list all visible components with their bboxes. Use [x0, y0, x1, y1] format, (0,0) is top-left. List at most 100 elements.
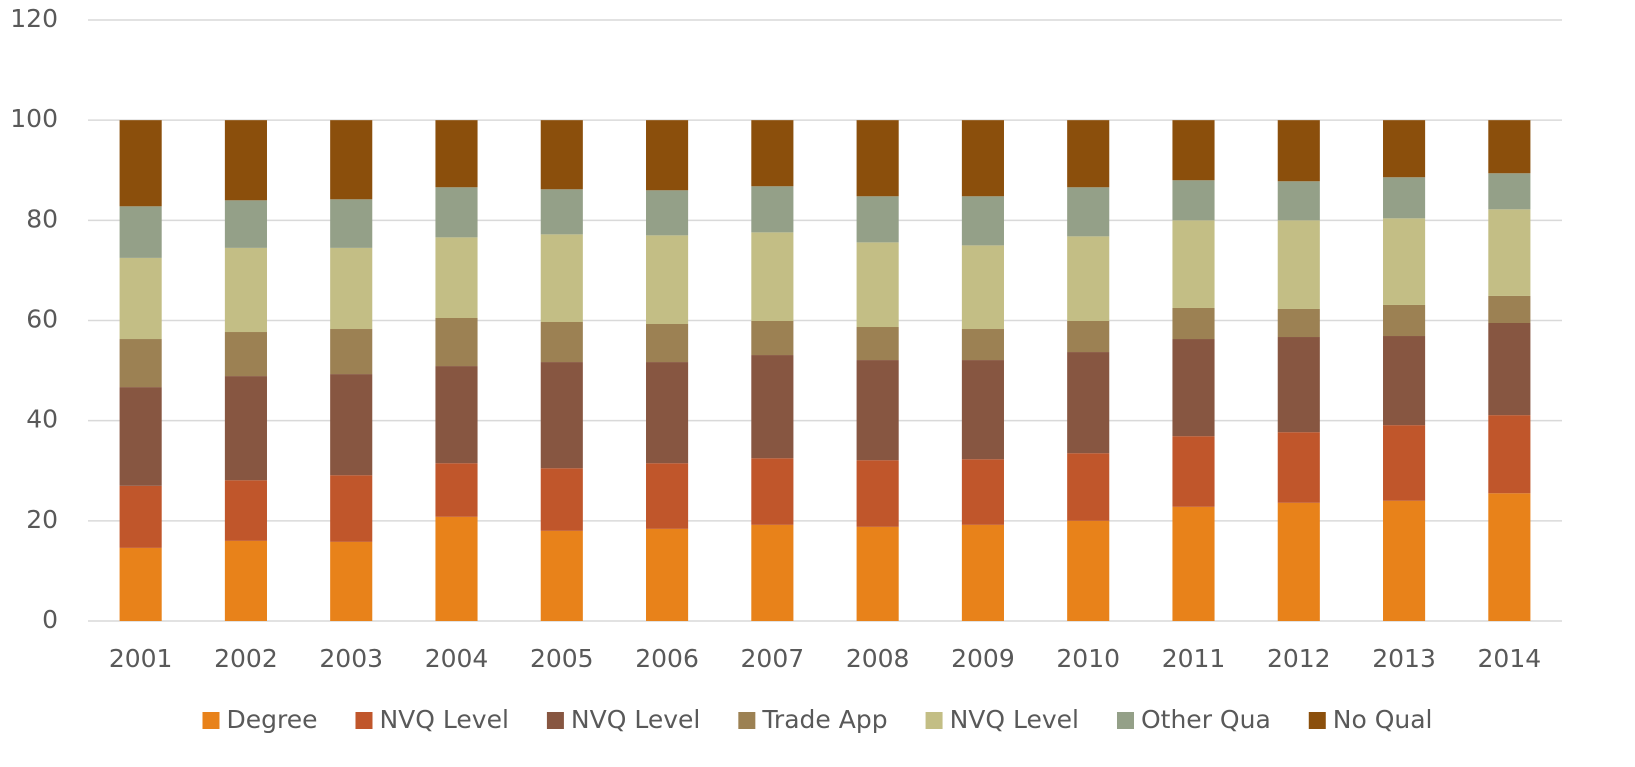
- bar-segment: [1488, 323, 1531, 416]
- bar-segment: [856, 327, 899, 361]
- bar-segment: [961, 524, 1004, 621]
- bar-segment: [1067, 352, 1110, 454]
- bar-segment: [330, 475, 373, 542]
- x-tick-label: 2011: [1162, 644, 1226, 673]
- y-tick-label: 0: [42, 605, 58, 634]
- bar-segment: [1488, 209, 1531, 296]
- y-tick-label: 20: [26, 505, 58, 534]
- bar-segment: [646, 324, 689, 363]
- legend-swatch: [738, 712, 756, 729]
- x-tick-label: 2005: [530, 644, 594, 673]
- bar-segment: [646, 463, 689, 529]
- bar-segment: [119, 257, 162, 340]
- bar-segment: [540, 189, 583, 235]
- bar-segment: [1067, 321, 1110, 353]
- x-tick-label: 2003: [319, 644, 383, 673]
- bar-segment: [1383, 304, 1426, 337]
- legend-label: NVQ Level: [950, 705, 1079, 734]
- bar-segment: [224, 540, 267, 621]
- bar-segment: [1277, 308, 1320, 338]
- bar-segment: [856, 120, 899, 197]
- bar-segment: [1383, 425, 1426, 501]
- bar-segment: [961, 329, 1004, 361]
- bar-segment: [751, 458, 794, 525]
- bar-segment: [751, 355, 794, 459]
- bar-segment: [435, 366, 478, 464]
- bar-segment: [1277, 502, 1320, 621]
- bar-segment: [961, 360, 1004, 460]
- legend-label: Degree: [226, 705, 317, 734]
- bar-segment: [435, 187, 478, 238]
- x-tick-label: 2008: [846, 644, 910, 673]
- legend-label: NVQ Level: [379, 705, 508, 734]
- bar-segment: [1383, 120, 1426, 178]
- bar-segment: [751, 232, 794, 322]
- bar-segment: [435, 237, 478, 318]
- bar-segment: [1277, 181, 1320, 221]
- bar-segment: [646, 362, 689, 464]
- legend-label: Other Qua: [1141, 705, 1271, 734]
- legend-swatch: [355, 712, 373, 729]
- legend-swatch: [546, 712, 564, 729]
- bar-segment: [646, 190, 689, 236]
- bar-segment: [1172, 506, 1215, 621]
- bar-segment: [961, 120, 1004, 197]
- legend-swatch: [202, 712, 220, 729]
- bar-segment: [856, 526, 899, 621]
- x-tick-label: 2009: [951, 644, 1015, 673]
- bar-segment: [646, 235, 689, 325]
- bar-segment: [1383, 500, 1426, 621]
- bar-segment: [1488, 493, 1531, 621]
- bar-segment: [1172, 339, 1215, 437]
- y-tick-label: 40: [26, 405, 58, 434]
- x-tick-label: 2006: [635, 644, 699, 673]
- bar-segment: [435, 120, 478, 188]
- bar-segment: [1172, 220, 1215, 308]
- x-tick-label: 2002: [214, 644, 278, 673]
- legend-swatch: [1308, 712, 1326, 729]
- bar-segment: [856, 196, 899, 243]
- bar-segment: [330, 247, 373, 330]
- legend-swatch: [1116, 712, 1134, 729]
- bar-segment: [1383, 336, 1426, 426]
- bar-segment: [540, 468, 583, 531]
- bar-segment: [1488, 295, 1531, 324]
- bar-segment: [540, 322, 583, 363]
- bar-segment: [1172, 307, 1215, 340]
- bar-segment: [1383, 218, 1426, 305]
- bar-segment: [856, 242, 899, 328]
- bar-segment: [540, 530, 583, 621]
- bar-segment: [119, 339, 162, 388]
- legend-swatch: [925, 712, 943, 729]
- bar-segment: [751, 321, 794, 356]
- bar-segment: [119, 547, 162, 621]
- bar-segment: [540, 120, 583, 190]
- bar-segment: [1277, 337, 1320, 433]
- bar-segment: [1067, 520, 1110, 621]
- bar-segment: [224, 247, 267, 333]
- bar-segment: [540, 234, 583, 323]
- bar-segment: [1277, 432, 1320, 503]
- bar-segment: [646, 528, 689, 621]
- bar-segment: [1277, 120, 1320, 182]
- bar-segment: [961, 245, 1004, 330]
- legend-label: No Qual: [1333, 705, 1433, 734]
- bar-segment: [119, 387, 162, 486]
- bar-segment: [330, 541, 373, 621]
- bar-segment: [1383, 177, 1426, 219]
- bar-segment: [1488, 120, 1531, 174]
- bar-segment: [224, 120, 267, 201]
- bar-segment: [330, 374, 373, 476]
- y-tick-label: 80: [26, 204, 58, 233]
- bar-segment: [856, 460, 899, 527]
- legend-label: NVQ Level: [571, 705, 700, 734]
- bar-segment: [435, 463, 478, 517]
- bar-segment: [224, 332, 267, 377]
- bar-segment: [1067, 187, 1110, 237]
- bar-segment: [540, 362, 583, 469]
- x-tick-label: 2010: [1056, 644, 1120, 673]
- bar-segment: [224, 480, 267, 541]
- bar-segment: [435, 317, 478, 367]
- bar-segment: [1067, 236, 1110, 322]
- bar-segment: [1172, 436, 1215, 507]
